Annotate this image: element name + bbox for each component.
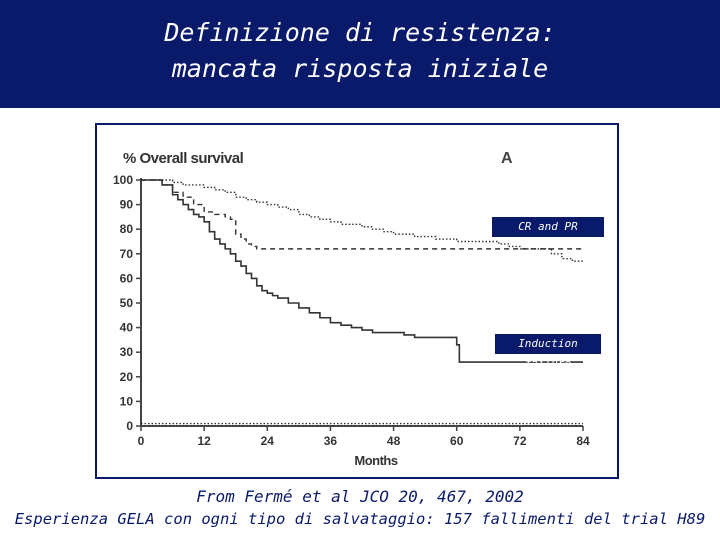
slide-title-line-1: Definizione di resistenza:	[164, 18, 556, 47]
title-banner: Definizione di resistenza: mancata rispo…	[0, 0, 720, 108]
y-tick-label-90: 90	[120, 198, 134, 212]
x-tick-label-60: 60	[450, 434, 464, 448]
y-tick-label-100: 100	[113, 173, 133, 187]
slide-title-line-2: mancata risposta iniziale	[171, 54, 549, 83]
source-caption: From Fermé et al JCO 20, 467, 2002	[196, 487, 524, 506]
series-line-1	[141, 179, 583, 250]
x-tick-label-72: 72	[513, 434, 527, 448]
y-tick-label-50: 50	[120, 296, 134, 310]
x-axis-label: Months	[354, 453, 397, 468]
panel-label: A	[501, 150, 513, 167]
x-tick-label-84: 84	[576, 434, 590, 448]
y-tick-label-20: 20	[120, 370, 134, 384]
y-tick-label-30: 30	[120, 345, 134, 359]
series-line-0	[141, 179, 583, 262]
survival-figure: 0 10 20 30 40 50 60 70 80 90 100 0 12 24 36 48 60 72 84 % O…	[95, 123, 619, 479]
label-induction-failure: Induction failure	[495, 334, 601, 370]
chart-title: % Overall survival	[123, 150, 244, 167]
y-tick-label-0: 0	[126, 419, 133, 433]
x-tick-label-24: 24	[261, 434, 275, 448]
y-tick-label-80: 80	[120, 222, 134, 236]
series-line-2	[141, 179, 583, 363]
survival-chart: 0 10 20 30 40 50 60 70 80 90 100 0 12 24 36 48 60 72 84 % O…	[113, 150, 590, 468]
y-tick-label-10: 10	[120, 394, 134, 408]
y-tick-label-40: 40	[120, 321, 134, 335]
y-tick-label-60: 60	[120, 271, 134, 285]
label-cr-and-pr: CR and PR	[492, 217, 604, 237]
study-caption: Esperienza GELA con ogni tipo di salvata…	[14, 510, 706, 528]
x-tick-label-0: 0	[138, 434, 145, 448]
x-tick-label-36: 36	[324, 434, 338, 448]
x-tick-label-12: 12	[197, 434, 211, 448]
x-tick-label-48: 48	[387, 434, 401, 448]
y-tick-label-70: 70	[120, 247, 134, 261]
